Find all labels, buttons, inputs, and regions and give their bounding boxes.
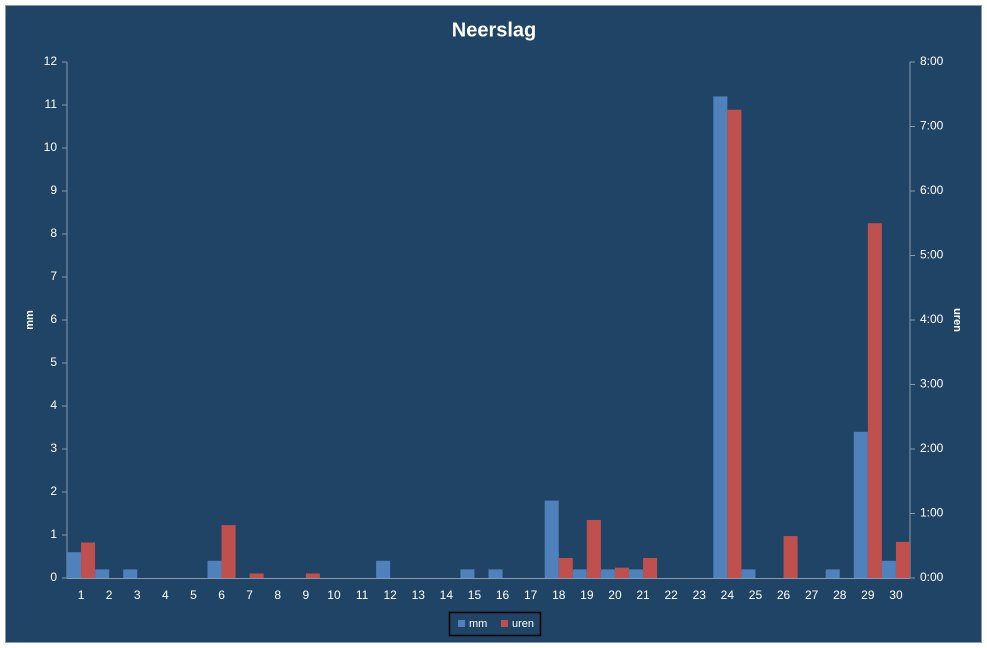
x-tick-label: 21 (636, 588, 650, 602)
x-tick-label: 6 (218, 588, 225, 602)
x-tick-label: 14 (440, 588, 454, 602)
y-tick-label: 0 (50, 570, 57, 584)
bar (825, 569, 840, 578)
bar (727, 109, 742, 578)
y2-tick-label: 0:00 (920, 570, 944, 584)
x-tick-label: 28 (833, 588, 847, 602)
bar (895, 541, 910, 578)
y-tick-label: 4 (50, 398, 57, 412)
x-tick-label: 9 (303, 588, 310, 602)
legend-swatch (501, 620, 508, 627)
y2-tick-label: 3:00 (920, 377, 944, 391)
bar (67, 552, 82, 578)
x-tick-label: 27 (805, 588, 819, 602)
x-tick-label: 11 (356, 588, 369, 602)
y2-axis-label: uren (951, 308, 963, 332)
legend-swatch (458, 620, 465, 627)
x-tick-label: 30 (889, 588, 903, 602)
y2-tick-label: 8:00 (920, 54, 944, 68)
bar (881, 560, 896, 578)
bar (81, 542, 96, 578)
x-tick-label: 23 (693, 588, 707, 602)
bar (376, 560, 391, 578)
bar (558, 558, 573, 578)
y-tick-label: 9 (50, 183, 57, 197)
y2-tick-label: 6:00 (920, 183, 944, 197)
x-tick-label: 15 (468, 588, 482, 602)
x-tick-label: 2 (106, 588, 113, 602)
x-tick-label: 25 (749, 588, 763, 602)
bar (123, 569, 138, 578)
bar (488, 569, 503, 578)
y-tick-label: 3 (50, 441, 57, 455)
x-tick-label: 22 (664, 588, 678, 602)
bar (614, 567, 629, 578)
y-tick-label: 5 (50, 355, 57, 369)
x-tick-label: 13 (412, 588, 426, 602)
legend-label: uren (512, 618, 534, 630)
bar (853, 431, 868, 578)
bar (572, 569, 587, 578)
bar (713, 96, 728, 579)
x-tick-label: 29 (861, 588, 875, 602)
bar (460, 569, 475, 578)
bar (629, 569, 644, 578)
bar (643, 558, 658, 578)
x-tick-label: 7 (246, 588, 253, 602)
x-tick-label: 12 (383, 588, 397, 602)
x-tick-label: 1 (78, 588, 85, 602)
y2-tick-label: 7:00 (920, 119, 944, 133)
y2-tick-label: 2:00 (920, 441, 944, 455)
x-tick-label: 26 (777, 588, 791, 602)
bar (305, 573, 320, 578)
bar (783, 536, 798, 578)
chart-background (5, 5, 982, 643)
x-tick-label: 5 (190, 588, 197, 602)
y-tick-label: 11 (45, 97, 58, 111)
bar (95, 569, 110, 578)
x-tick-label: 4 (162, 588, 169, 602)
y-axis-label: mm (24, 310, 36, 330)
x-tick-label: 10 (327, 588, 341, 602)
bar (207, 560, 222, 578)
y2-tick-label: 4:00 (920, 312, 944, 326)
bar (249, 573, 264, 578)
legend-box (448, 611, 542, 637)
y-tick-label: 2 (50, 484, 57, 498)
bar (741, 569, 756, 578)
chart-title: Neerslag (452, 19, 537, 41)
y-tick-label: 6 (50, 312, 57, 326)
bar (867, 223, 882, 578)
y-tick-label: 7 (50, 269, 57, 283)
x-tick-label: 3 (134, 588, 141, 602)
y-tick-label: 1 (50, 527, 57, 541)
y-tick-label: 12 (44, 54, 58, 68)
y-tick-label: 10 (44, 140, 58, 154)
bar (600, 569, 615, 578)
bar (544, 500, 559, 578)
y2-tick-label: 5:00 (920, 248, 944, 262)
legend-label: mm (469, 618, 487, 630)
bar (221, 525, 236, 578)
x-tick-label: 8 (274, 588, 281, 602)
bar (586, 519, 601, 578)
x-tick-label: 20 (608, 588, 622, 602)
x-tick-label: 18 (552, 588, 566, 602)
y-tick-label: 8 (50, 226, 57, 240)
x-tick-label: 19 (580, 588, 594, 602)
x-tick-label: 16 (496, 588, 510, 602)
y2-tick-label: 1:00 (920, 506, 944, 520)
x-tick-label: 24 (721, 588, 735, 602)
x-tick-label: 17 (524, 588, 538, 602)
